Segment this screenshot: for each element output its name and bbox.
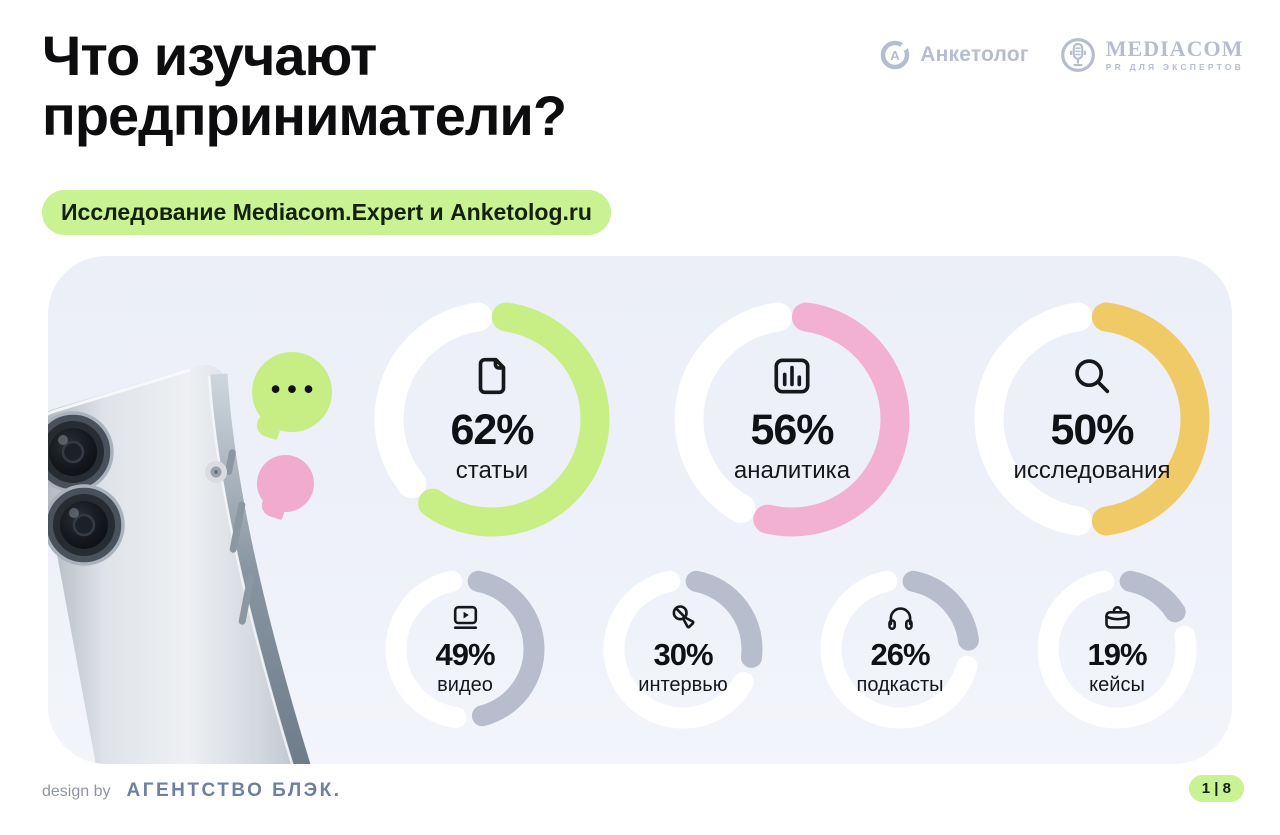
anketolog-logo: A Анкетолог [879, 39, 1029, 71]
video-icon [453, 606, 477, 630]
document-icon [478, 358, 506, 395]
design-by-label: design by [42, 783, 111, 800]
mediacom-mic-icon [1060, 38, 1095, 72]
camera-lens-bottom [48, 484, 125, 566]
headphones-icon [887, 607, 913, 631]
mediacom-label: MEDIACOM [1105, 36, 1244, 62]
donut-cases: 19% кейсы [1037, 569, 1197, 729]
donut-value: 56% [750, 406, 834, 455]
donut-ring [603, 570, 763, 729]
donut-label: аналитика [733, 456, 851, 484]
anketolog-icon: A [881, 40, 910, 70]
mediacom-text: MEDIACOM PR ДЛЯ ЭКСПЕРТОВ [1106, 38, 1244, 72]
donut-analytics: 56% аналитика [674, 301, 910, 537]
chat-bubble-icon: ••• [252, 352, 332, 432]
phone-image [48, 364, 311, 764]
camera-flash [205, 461, 227, 483]
donut-value: 49% [435, 637, 495, 673]
page-indicator: 1 | 8 [1188, 775, 1244, 802]
charts-card: ••• 62% статьи 56% ан [48, 256, 1232, 764]
partner-logos: A Анкетолог MEDIACOM PR ДЛЯ ЭКСПЕРТОВ [879, 36, 1244, 74]
donut-podcasts: 26% подкасты [820, 569, 980, 729]
footer: design by АГЕНТСТВО БЛЭК. [42, 780, 342, 802]
donut-research: 50% исследования [974, 301, 1210, 537]
donut-label: исследования [1013, 456, 1171, 484]
mediacom-sublabel: PR ДЛЯ ЭКСПЕРТОВ [1105, 62, 1244, 73]
donut-label: интервью [638, 673, 728, 696]
page-title-line1: Что изучают [42, 24, 377, 87]
donut-ring [385, 570, 545, 728]
donut-label: видео [437, 673, 493, 696]
donut-label: кейсы [1089, 673, 1145, 696]
research-source-badge: Исследование Mediacom.Expert и Anketolog… [42, 190, 611, 235]
donut-value: 50% [1050, 406, 1134, 455]
donut-ring [974, 302, 1210, 536]
bar-chart-icon [774, 358, 810, 394]
microphone-icon [672, 605, 695, 630]
camera-lens-top [48, 411, 114, 493]
donut-video: 49% видео [385, 569, 545, 729]
briefcase-icon [1104, 606, 1130, 630]
donut-value: 62% [450, 406, 534, 455]
donut-label: подкасты [856, 673, 944, 696]
donut-articles: 62% статьи [374, 301, 610, 537]
anketolog-label: Анкетолог [920, 43, 1029, 66]
page-title-line2: предприниматели? [42, 83, 567, 147]
donut-label: статьи [455, 456, 529, 484]
donut-interviews: 30% интервью [603, 569, 763, 729]
search-icon [1075, 359, 1110, 394]
donut-ring [1037, 570, 1197, 729]
page-title: Что изучают предприниматели? [42, 24, 567, 147]
svg-text:A: A [891, 48, 901, 63]
mediacom-logo: MEDIACOM PR ДЛЯ ЭКСПЕРТОВ [1059, 36, 1244, 74]
donut-ring [820, 570, 979, 729]
donut-value: 26% [870, 637, 930, 673]
donut-value: 19% [1087, 637, 1147, 673]
chat-bubble-small-icon [257, 455, 314, 512]
donut-value: 30% [653, 637, 713, 673]
donut-ring [374, 302, 610, 537]
agency-label: АГЕНТСТВО БЛЭК. [126, 780, 342, 801]
donut-ring [674, 302, 910, 537]
